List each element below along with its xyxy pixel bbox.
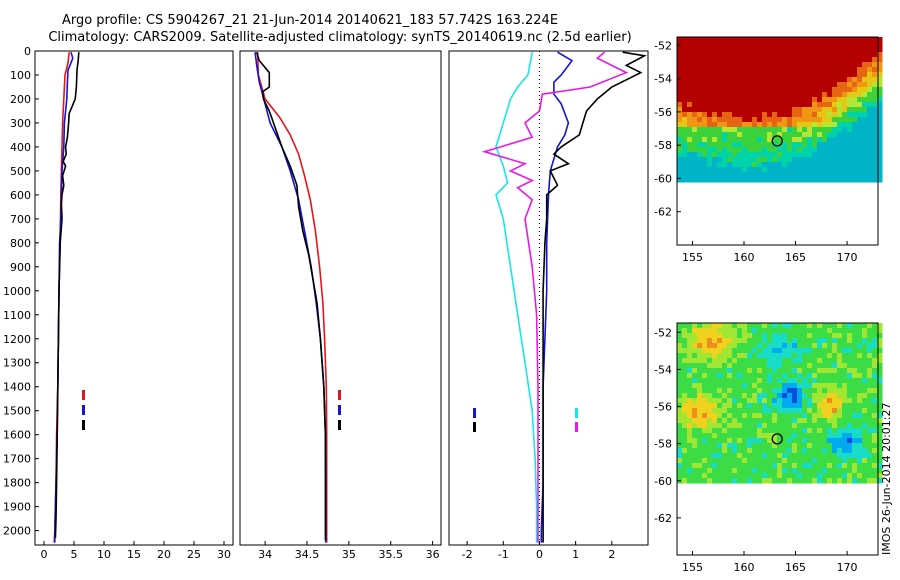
series-line-3 [481, 51, 629, 543]
figure-title-line1: Argo profile: CS 5904267_21 21-Jun-2014 … [62, 13, 558, 28]
x-tick-label: 155 [682, 251, 703, 264]
legend-swatch [82, 405, 85, 415]
x-tick-label: 170 [837, 561, 858, 574]
x-tick-label: -1 [498, 548, 509, 561]
x-tick-label: -2 [462, 548, 473, 561]
sla-map-panel: 155 160 165 170 -52 -54 -56 -58 -60 -62 [654, 322, 883, 574]
x-tick-label: 165 [785, 561, 806, 574]
y-tick-label: 200 [10, 93, 31, 106]
y-tick-label: 1100 [3, 309, 31, 322]
x-tick-label: 160 [734, 251, 755, 264]
y-tick-label: 800 [10, 237, 31, 250]
map-frame [676, 36, 879, 246]
legend-swatch [82, 390, 85, 400]
legend-swatch [338, 420, 341, 430]
y-tick-label: 900 [10, 261, 31, 274]
y-tick-label: 1300 [3, 357, 31, 370]
x-tick-label: 20 [157, 548, 171, 561]
x-tick-label: 35.5 [379, 548, 404, 561]
plot-frame [239, 50, 442, 546]
map-field [677, 37, 883, 183]
x-tick-label: 0 [41, 548, 48, 561]
legend-swatch [82, 420, 85, 430]
y-tick-label: 100 [10, 69, 31, 82]
x-tick-label: 160 [734, 561, 755, 574]
y-tick-label: 1800 [3, 477, 31, 490]
legend-swatch [473, 408, 476, 418]
y-tick-label: -60 [654, 475, 672, 488]
salinity-panel: 34 34.5 35 35.5 36 [239, 50, 442, 561]
x-tick-label: 10 [97, 548, 111, 561]
y-tick-label: 1400 [3, 381, 31, 394]
y-tick-label: -52 [654, 326, 672, 339]
y-tick-label: -56 [654, 106, 672, 119]
y-tick-label: 500 [10, 165, 31, 178]
x-tick-label: 15 [127, 548, 141, 561]
plot-frame [448, 50, 649, 546]
x-tick-label: 0 [536, 548, 543, 561]
y-tick-label: 1000 [3, 285, 31, 298]
temperature-panel: 0100200300400500600700800900100011001200… [3, 45, 234, 561]
series-line-0 [256, 52, 328, 543]
series-line-1 [542, 51, 647, 543]
series-line-1 [254, 52, 327, 543]
y-tick-label: -58 [654, 438, 672, 451]
x-tick-label: 30 [217, 548, 231, 561]
x-tick-label: 170 [837, 251, 858, 264]
y-tick-label: -52 [654, 39, 672, 52]
series-line-2 [495, 52, 538, 543]
y-tick-label: -54 [654, 73, 672, 86]
x-tick-label: 2 [608, 548, 615, 561]
legend-swatch [575, 422, 578, 432]
y-tick-label: 1600 [3, 429, 31, 442]
x-tick-label: 34.5 [295, 548, 320, 561]
x-tick-label: 34 [258, 548, 272, 561]
y-tick-label: 1700 [3, 453, 31, 466]
y-tick-label: 400 [10, 141, 31, 154]
y-tick-label: -54 [654, 363, 672, 376]
x-tick-label: 165 [785, 251, 806, 264]
series-line-0 [540, 51, 574, 543]
y-tick-label: -58 [654, 139, 672, 152]
y-tick-label: 2000 [3, 525, 31, 538]
y-tick-label: 1500 [3, 405, 31, 418]
x-tick-label: 25 [187, 548, 201, 561]
legend-swatch [338, 390, 341, 400]
footer-timestamp: IMOS 26-Jun-2014 20:01:27 [880, 402, 893, 555]
series-line-2 [54, 52, 80, 538]
legend-swatch [338, 405, 341, 415]
y-tick-label: 300 [10, 117, 31, 130]
y-tick-label: 600 [10, 189, 31, 202]
x-tick-label: 5 [71, 548, 78, 561]
x-tick-label: 36 [426, 548, 440, 561]
series-line-2 [255, 51, 327, 541]
x-tick-label: 35 [342, 548, 356, 561]
map-field [677, 323, 883, 484]
y-tick-label: -60 [654, 172, 672, 185]
x-tick-label: 155 [682, 561, 703, 574]
legend-swatch [473, 422, 476, 432]
map-frame [676, 322, 879, 556]
y-tick-label: -62 [654, 206, 672, 219]
legend-swatch [575, 408, 578, 418]
argo-position-marker [771, 135, 783, 147]
x-tick-label: 1 [572, 548, 579, 561]
difference-panel: -2 -1 0 1 2 [448, 50, 649, 561]
argo-position-marker [771, 433, 783, 445]
y-tick-label: 0 [24, 45, 31, 58]
y-tick-label: -62 [654, 512, 672, 525]
y-tick-label: 1200 [3, 333, 31, 346]
y-tick-label: -56 [654, 401, 672, 414]
sst-map-panel: 155 160 165 170 -52 -54 -56 -58 -60 -62 [654, 36, 883, 264]
y-tick-label: 700 [10, 213, 31, 226]
figure-title-line2: Climatology: CARS2009. Satellite-adjuste… [48, 30, 631, 45]
y-tick-label: 1900 [3, 501, 31, 514]
